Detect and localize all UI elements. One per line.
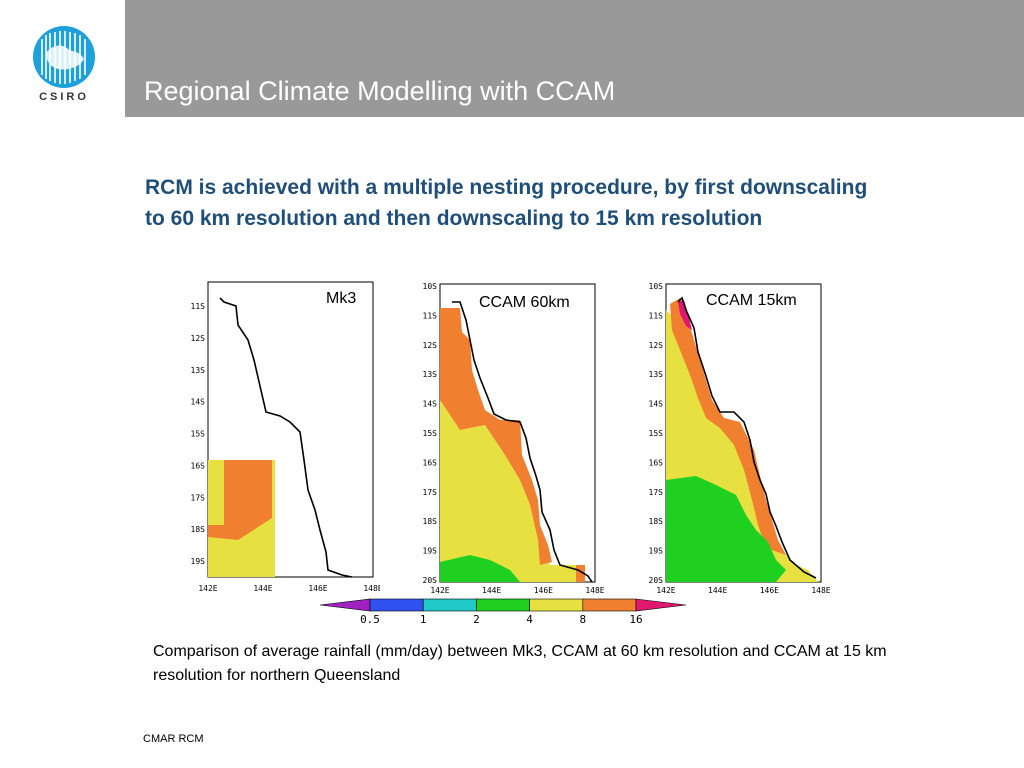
rain-region-yellow xyxy=(440,400,582,582)
y-tick-label: 11S xyxy=(191,302,206,311)
y-tick-label: 12S xyxy=(423,341,438,350)
x-tick-label: 146E xyxy=(760,586,779,595)
y-tick-label: 14S xyxy=(649,400,664,409)
y-tick-label: 17S xyxy=(423,488,438,497)
y-tick-label: 13S xyxy=(191,366,206,375)
x-axis-ticks: 142E 144E 146E 148E xyxy=(198,584,380,593)
rain-region-orange xyxy=(670,298,786,555)
panel-label-ccam15: CCAM 15km xyxy=(703,292,800,310)
x-tick-label: 146E xyxy=(534,586,553,595)
subtitle: RCM is achieved with a multiple nesting … xyxy=(145,176,868,230)
colorbar-segment xyxy=(369,598,424,612)
x-tick-label: 142E xyxy=(198,584,217,593)
y-tick-label: 17S xyxy=(191,493,206,502)
x-tick-label: 148E xyxy=(811,586,830,595)
rainfall-colorbar: 0.5 1 2 4 8 16 xyxy=(319,598,687,626)
y-tick-label: 17S xyxy=(649,488,664,497)
rain-region-magenta xyxy=(678,300,692,330)
y-tick-label: 18S xyxy=(649,517,664,526)
footer-text: CMAR RCM xyxy=(143,733,204,745)
x-tick-label: 142E xyxy=(656,586,675,595)
x-tick-label: 146E xyxy=(308,584,327,593)
page-title: Regional Climate Modelling with CCAM xyxy=(144,76,616,106)
colorbar-tick-label: 4 xyxy=(526,613,533,626)
y-tick-label: 20S xyxy=(423,576,438,585)
y-tick-label: 15S xyxy=(649,429,664,438)
y-tick-label: 12S xyxy=(649,341,664,350)
y-tick-label: 19S xyxy=(191,557,206,566)
y-tick-label: 16S xyxy=(649,458,664,467)
map-panel-ccam60: 10S 11S 12S 13S 14S 15S 16S 17S 18S 19S 20S 142E 14… xyxy=(410,280,610,598)
colorbar-segment xyxy=(476,598,530,612)
y-tick-label: 18S xyxy=(191,525,206,534)
y-tick-label: 18S xyxy=(423,517,438,526)
colorbar-segment xyxy=(582,598,637,612)
colorbar-tick-label: 2 xyxy=(473,613,480,626)
panel-label-ccam60: CCAM 60km xyxy=(476,294,573,312)
rain-block-orange xyxy=(208,460,272,540)
header-bar xyxy=(125,0,1024,117)
colorbar-segment xyxy=(422,598,477,612)
x-tick-label: 144E xyxy=(708,586,727,595)
y-tick-label: 14S xyxy=(423,400,438,409)
figure-caption: Comparison of average rainfall (mm/day) … xyxy=(153,643,887,684)
csiro-logo xyxy=(33,26,95,88)
y-axis-ticks: 11S 12S 13S 14S 15S 16S 17S 18S 19S xyxy=(191,302,206,566)
y-tick-label: 16S xyxy=(423,458,438,467)
x-tick-label: 142E xyxy=(430,586,449,595)
y-tick-label: 19S xyxy=(649,547,664,556)
colorbar-segment xyxy=(635,598,687,612)
colorbar-segment xyxy=(529,598,584,612)
y-tick-label: 10S xyxy=(423,282,438,291)
rain-region-green xyxy=(440,555,520,582)
y-tick-label: 11S xyxy=(649,311,664,320)
y-tick-label: 13S xyxy=(649,370,664,379)
x-tick-label: 148E xyxy=(585,586,604,595)
x-tick-label: 144E xyxy=(482,586,501,595)
coastline xyxy=(677,296,817,579)
colorbar-tick-label: 16 xyxy=(629,613,642,626)
colorbar-tick-label: 0.5 xyxy=(360,613,380,626)
colorbar-tick-label: 8 xyxy=(579,613,586,626)
map-panel-mk3: 11S 12S 13S 14S 15S 16S 17S 18S 19S 142E 144E 146E… xyxy=(180,280,380,598)
y-tick-label: 20S xyxy=(649,576,664,585)
y-tick-label: 14S xyxy=(191,398,206,407)
y-tick-label: 10S xyxy=(649,282,664,291)
panel-label-mk3: Mk3 xyxy=(323,290,360,308)
coastline xyxy=(452,301,593,583)
y-tick-label: 19S xyxy=(423,547,438,556)
y-tick-label: 11S xyxy=(423,311,438,320)
colorbar-segment xyxy=(319,598,371,612)
rain-region-orange xyxy=(440,308,552,565)
x-tick-label: 144E xyxy=(253,584,272,593)
coastline xyxy=(219,297,353,578)
colorbar-tick-label: 1 xyxy=(420,613,427,626)
x-tick-label: 148E xyxy=(363,584,380,593)
map-panel-ccam15: 10S 11S 12S 13S 14S 15S 16S 17S 18S 19S 20S 142E 14… xyxy=(636,280,836,598)
y-tick-label: 12S xyxy=(191,334,206,343)
y-tick-label: 15S xyxy=(191,430,206,439)
y-tick-label: 15S xyxy=(423,429,438,438)
rain-region-green xyxy=(666,476,786,582)
logo-text: CSIRO xyxy=(39,91,89,103)
y-tick-label: 13S xyxy=(423,370,438,379)
y-tick-label: 16S xyxy=(191,461,206,470)
